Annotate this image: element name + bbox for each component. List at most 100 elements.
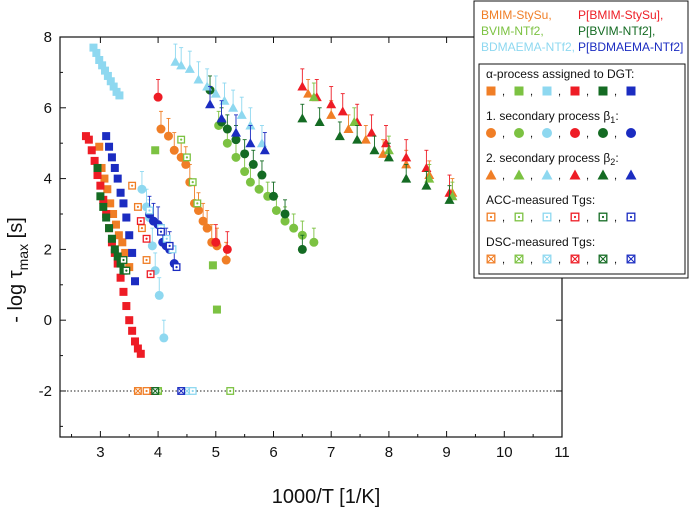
square-marker [97,163,106,172]
data-point [98,61,107,70]
data-point [100,174,109,183]
circle-marker [254,184,264,194]
x-tick-label: 8 [385,444,393,461]
data-point [119,256,128,264]
circle-marker [137,184,147,194]
legend-marker [569,169,581,180]
square-marker [122,213,131,222]
data-point [142,387,151,395]
y-axis-label-subscript: max [15,244,31,270]
legend-marker [486,86,496,96]
series-5 [102,132,140,286]
series-23 [157,227,181,272]
data-point [122,302,131,311]
data-point [401,152,412,162]
triangle-marker [193,74,204,84]
legend-marker [514,254,524,264]
data-point [122,213,131,222]
square-marker [96,192,105,201]
square-marker [89,43,98,52]
data-point [133,387,142,395]
series-21 [119,256,131,275]
data-point [198,216,208,226]
center-dot [229,389,232,393]
data-point [159,333,169,343]
data-point [103,185,112,194]
legend-separator: , [558,170,561,182]
square-marker [99,202,108,211]
circle-marker [193,205,203,215]
data-point [289,223,299,233]
circle-marker [198,216,208,226]
square-marker [110,245,119,254]
y-tick-label: -2 [39,383,52,400]
legend-marker [486,212,496,222]
series-20 [177,135,202,208]
center-dot [601,215,605,219]
circle-marker [163,131,173,141]
x-tick-label: 9 [442,444,450,461]
data-point [259,145,270,155]
data-point [162,234,171,243]
legend-separator: , [502,254,505,266]
legend-separator: , [530,86,533,98]
data-point [101,66,110,75]
x-tick-label: 7 [327,444,335,461]
data-point [268,191,278,201]
circle-marker [231,152,241,162]
square-marker [208,261,217,270]
series-19 [136,217,155,279]
x-tick-label: 11 [554,444,570,461]
triangle-marker [326,99,337,109]
center-dot [149,273,152,276]
data-point [177,135,186,144]
series-7 [153,79,232,254]
center-dot [165,237,168,240]
triangle-marker [366,127,377,137]
center-dot [168,244,171,247]
square-marker [100,174,109,183]
triangle-marker [360,134,371,144]
legend-marker [486,128,496,138]
legend-separator: , [530,212,533,224]
square-marker [486,86,496,96]
triangle-marker [314,116,325,126]
legend-separator: , [586,212,589,224]
circle-marker [181,159,191,169]
square-marker [90,156,99,165]
data-point [151,146,160,155]
circle-marker [169,145,179,155]
circle-marker [280,209,290,219]
triangle-marker [369,145,380,155]
data-point [303,88,314,98]
square-marker [95,142,104,151]
triangle-marker [625,169,637,180]
triangle-marker [297,81,308,91]
legend-material-name: P[BMIM-StySu], [578,8,663,22]
legend-separator: , [502,128,505,140]
data-point [326,109,337,119]
triangle-marker [401,159,412,169]
data-point [257,170,267,180]
data-point [188,387,197,395]
square-marker [136,349,145,358]
square-marker [102,132,111,141]
circle-marker [297,244,307,254]
y-tick-label: 8 [44,29,52,46]
circle-marker [289,223,299,233]
data-point [343,124,354,134]
series-17 [205,86,270,155]
circle-marker [309,237,319,247]
square-marker [107,153,116,162]
square-marker [118,238,127,247]
triangle-marker [326,109,337,119]
cross-mark [178,388,185,394]
series-10 [137,171,169,343]
circle-marker [257,170,267,180]
cross-mark [135,388,141,394]
data-point [121,248,130,257]
legend-material-name: BVIM-NTf2, [481,24,544,38]
data-point [256,138,267,148]
y-tick-label: 4 [44,171,52,188]
